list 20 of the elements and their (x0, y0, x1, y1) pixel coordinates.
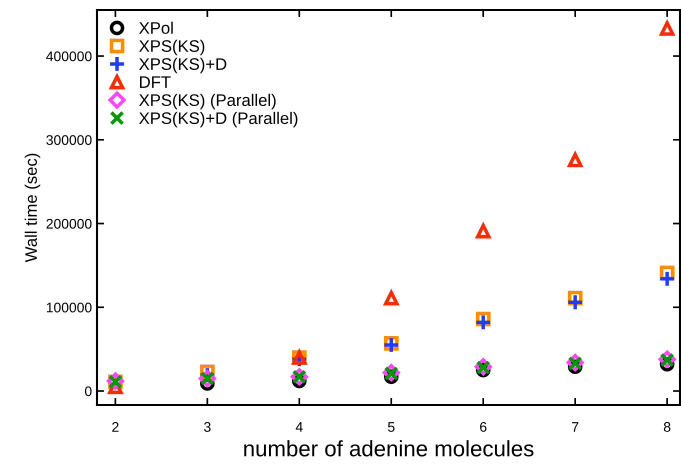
legend-label: XPS(KS) (139, 40, 204, 56)
legend-label: DFT (140, 76, 171, 88)
y-tick-label: 0 (84, 386, 92, 396)
legend-label: XPS(KS) (Parallel) (139, 94, 276, 110)
y-tick-label: 100000 (46, 302, 92, 312)
y-axis-title: Wall time (sec) (24, 154, 40, 262)
y-tick-label: 200000 (46, 218, 92, 229)
y-tick-label: 300000 (46, 135, 92, 145)
x-tick-label: 6 (480, 422, 486, 432)
x-tick-label: 2 (112, 422, 119, 432)
legend-label: XPS(KS)+D (Parallel) (139, 112, 298, 128)
x-tick-label: 5 (388, 422, 395, 432)
legend-label: XPS(KS)+D (139, 58, 226, 74)
x-tick-label: 7 (572, 422, 578, 432)
x-tick-label: 8 (664, 422, 670, 432)
x-tick-label: 3 (204, 422, 211, 432)
x-tick-label: 4 (296, 422, 303, 432)
legend-label: XPol (139, 22, 173, 34)
y-tick-label: 400000 (46, 51, 92, 62)
x-axis-title: number of adenine molecules (244, 440, 534, 456)
